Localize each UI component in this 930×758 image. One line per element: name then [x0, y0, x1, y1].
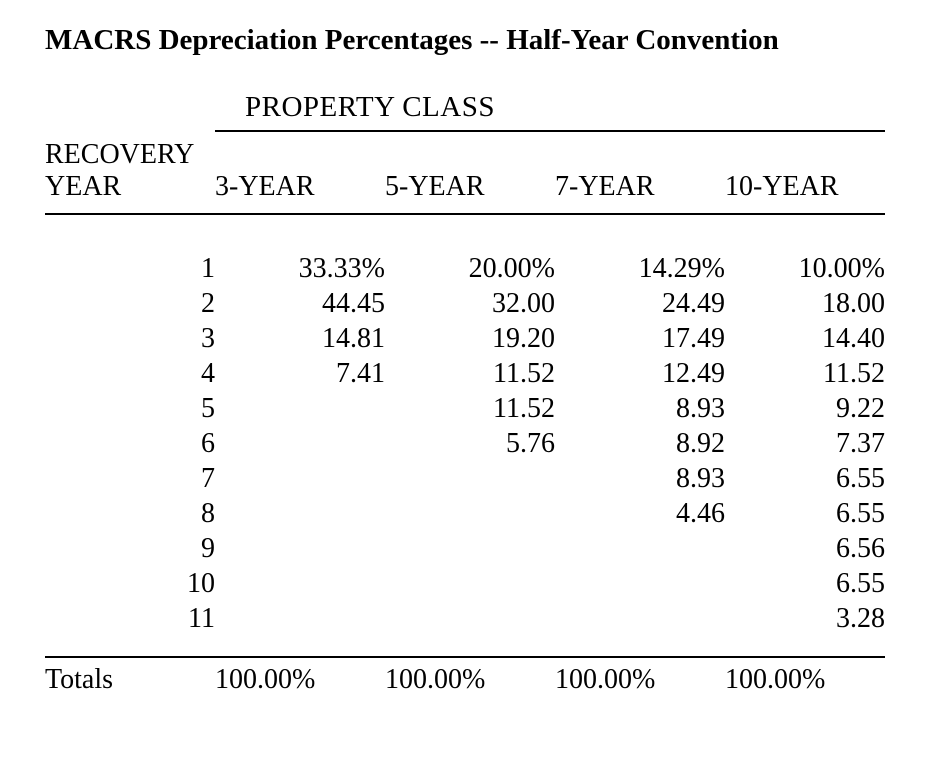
table-row: 6 5.768.927.37 [45, 426, 885, 461]
totals-label: Totals [45, 658, 215, 696]
property-class-row: PROPERTY CLASS [45, 91, 885, 131]
value-cell: 17.49 [555, 321, 725, 356]
value-cell [555, 601, 725, 636]
value-cell: 9.22 [725, 391, 885, 426]
year-cell: 8 [45, 496, 215, 531]
table-row: 133.33%20.00%14.29%10.00% [45, 251, 885, 286]
recovery-label-line1: RECOVERY [45, 139, 194, 170]
value-cell [385, 461, 555, 496]
table-row: 7 8.936.55 [45, 461, 885, 496]
value-cell: 14.40 [725, 321, 885, 356]
value-cell: 14.29% [555, 251, 725, 286]
value-cell: 32.00 [385, 286, 555, 321]
totals-5yr: 100.00% [385, 658, 555, 696]
table-row: 5 11.528.939.22 [45, 391, 885, 426]
value-cell: 6.55 [725, 496, 885, 531]
year-cell: 2 [45, 286, 215, 321]
value-cell [215, 461, 385, 496]
value-cell: 11.52 [385, 391, 555, 426]
value-cell: 44.45 [215, 286, 385, 321]
value-cell: 8.93 [555, 391, 725, 426]
year-cell: 11 [45, 601, 215, 636]
value-cell: 14.81 [215, 321, 385, 356]
value-cell [215, 531, 385, 566]
value-cell: 5.76 [385, 426, 555, 461]
value-cell: 4.46 [555, 496, 725, 531]
value-cell: 3.28 [725, 601, 885, 636]
value-cell: 8.93 [555, 461, 725, 496]
macrs-table: PROPERTY CLASS RECOVERY YEAR 3-YEAR 5-YE… [45, 91, 885, 696]
year-cell: 10 [45, 566, 215, 601]
year-cell: 9 [45, 531, 215, 566]
year-cell: 4 [45, 356, 215, 391]
value-cell: 12.49 [555, 356, 725, 391]
totals-10yr: 100.00% [725, 658, 885, 696]
col-header-10yr: 10-YEAR [725, 131, 885, 213]
value-cell: 7.41 [215, 356, 385, 391]
value-cell [385, 601, 555, 636]
value-cell: 7.37 [725, 426, 885, 461]
value-cell: 24.49 [555, 286, 725, 321]
property-class-label: PROPERTY CLASS [215, 91, 495, 123]
value-cell [215, 601, 385, 636]
header-row: RECOVERY YEAR 3-YEAR 5-YEAR 7-YEAR 10-YE… [45, 131, 885, 213]
value-cell [385, 496, 555, 531]
totals-row: Totals 100.00% 100.00% 100.00% 100.00% [45, 658, 885, 696]
value-cell [215, 496, 385, 531]
value-cell: 10.00% [725, 251, 885, 286]
totals-3yr: 100.00% [215, 658, 385, 696]
col-header-3yr: 3-YEAR [215, 131, 385, 213]
value-cell: 18.00 [725, 286, 885, 321]
value-cell [215, 391, 385, 426]
table-row: 113.28 [45, 601, 885, 636]
col-header-5yr: 5-YEAR [385, 131, 555, 213]
value-cell [215, 566, 385, 601]
year-cell: 6 [45, 426, 215, 461]
totals-7yr: 100.00% [555, 658, 725, 696]
year-cell: 5 [45, 391, 215, 426]
year-cell: 7 [45, 461, 215, 496]
page-title: MACRS Depreciation Percentages -- Half-Y… [45, 24, 900, 57]
table-row: 8 4.466.55 [45, 496, 885, 531]
value-cell [385, 566, 555, 601]
year-cell: 3 [45, 321, 215, 356]
table-row: 314.8119.2017.4914.40 [45, 321, 885, 356]
value-cell [215, 426, 385, 461]
value-cell: 11.52 [725, 356, 885, 391]
year-cell: 1 [45, 251, 215, 286]
value-cell [555, 531, 725, 566]
table-row: 47.4111.5212.4911.52 [45, 356, 885, 391]
table-row: 106.55 [45, 566, 885, 601]
col-header-7yr: 7-YEAR [555, 131, 725, 213]
spacer [45, 636, 885, 656]
value-cell: 11.52 [385, 356, 555, 391]
table-row: 244.4532.0024.4918.00 [45, 286, 885, 321]
value-cell: 33.33% [215, 251, 385, 286]
page: MACRS Depreciation Percentages -- Half-Y… [0, 0, 930, 716]
recovery-label-line2: YEAR [45, 171, 121, 202]
value-cell: 8.92 [555, 426, 725, 461]
data-body: 133.33%20.00%14.29%10.00%244.4532.0024.4… [45, 251, 885, 636]
value-cell: 6.56 [725, 531, 885, 566]
value-cell: 19.20 [385, 321, 555, 356]
value-cell: 6.55 [725, 566, 885, 601]
value-cell [385, 531, 555, 566]
recovery-year-header: RECOVERY YEAR [45, 131, 215, 213]
value-cell [555, 566, 725, 601]
table-row: 96.56 [45, 531, 885, 566]
spacer [45, 215, 885, 251]
value-cell: 20.00% [385, 251, 555, 286]
value-cell: 6.55 [725, 461, 885, 496]
